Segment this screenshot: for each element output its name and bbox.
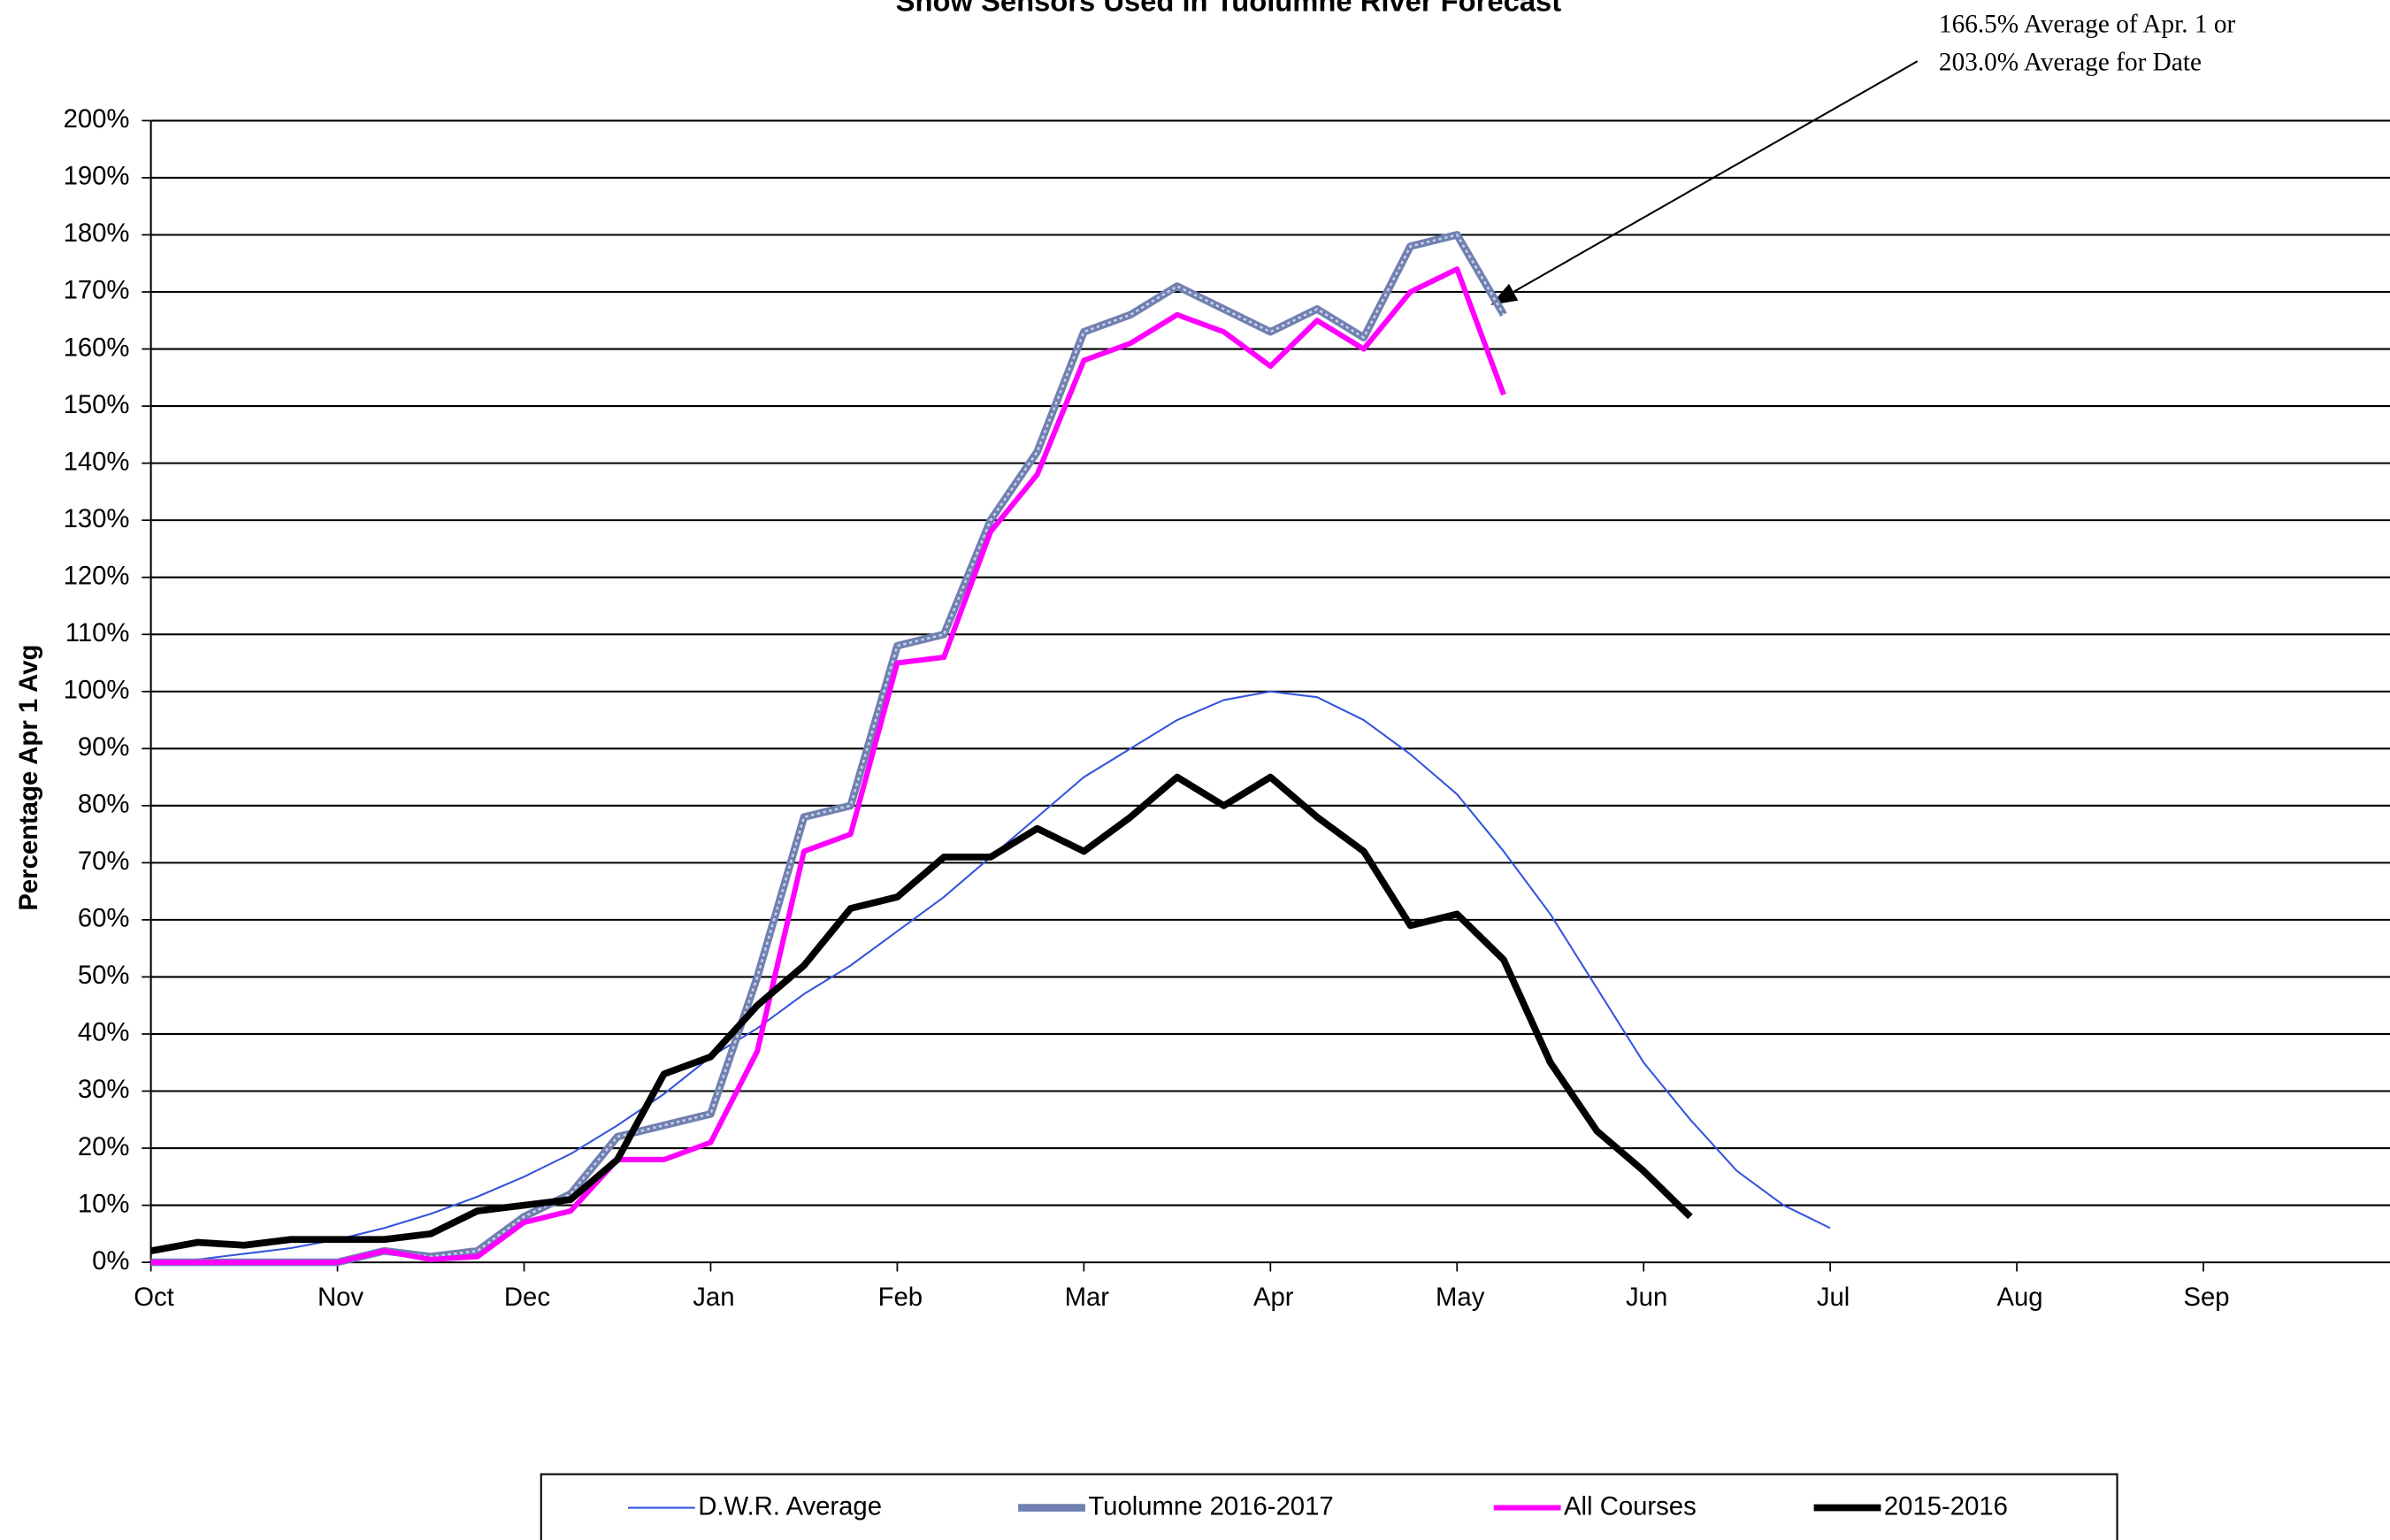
x-tick-label: Apr: [1253, 1283, 1294, 1312]
x-tick-label: Jun: [1626, 1283, 1667, 1312]
legend-label: Tuolumne 2016-2017: [1088, 1491, 1333, 1521]
legend-label: D.W.R. Average: [698, 1491, 882, 1521]
y-tick-label: 140%: [64, 447, 130, 476]
y-tick-label: 20%: [78, 1132, 130, 1161]
y-tick-label: 120%: [64, 561, 130, 590]
y-tick-label: 0%: [92, 1246, 129, 1276]
y-tick-label: 160%: [64, 333, 130, 362]
x-tick-label: Dec: [504, 1283, 550, 1312]
legend-label: 2015-2016: [1884, 1491, 2008, 1521]
y-tick-label: 80%: [78, 790, 130, 819]
series-line: [149, 773, 1693, 1255]
legend-label: All Courses: [1564, 1491, 1697, 1521]
x-tick-label: May: [1436, 1283, 1485, 1312]
y-tick-label: 10%: [78, 1189, 130, 1218]
annotation: 203.0% Average for Date: [1939, 48, 2202, 76]
y-axis-label: Percentage Apr 1 Avg: [14, 645, 43, 911]
x-tick-label: Feb: [878, 1283, 923, 1312]
y-tick-label: 200%: [64, 104, 130, 134]
y-tick-label: 150%: [64, 390, 130, 419]
annotation: 166.5% Average of Apr. 1 or: [1939, 10, 2236, 38]
x-tick-label: Jul: [1817, 1283, 1850, 1312]
x-tick-label: Mar: [1065, 1283, 1110, 1312]
y-tick-label: 40%: [78, 1018, 130, 1047]
y-tick-label: 130%: [64, 504, 130, 533]
y-tick-label: 190%: [64, 162, 130, 191]
x-tick-label: Jan: [693, 1283, 734, 1312]
y-tick-label: 50%: [78, 961, 130, 990]
y-tick-label: 60%: [78, 904, 130, 933]
y-tick-label: 90%: [78, 732, 130, 762]
series-line: [150, 266, 1506, 1266]
y-tick-label: 110%: [65, 618, 130, 647]
x-tick-label: Nov: [318, 1283, 364, 1312]
y-tick-label: 30%: [78, 1075, 130, 1104]
x-tick-label: Sep: [2183, 1283, 2229, 1312]
y-tick-label: 100%: [64, 675, 130, 704]
x-tick-label: Oct: [134, 1283, 174, 1312]
y-tick-label: 70%: [78, 847, 130, 876]
y-tick-label: 170%: [64, 276, 130, 305]
y-tick-label: 180%: [64, 218, 130, 248]
chart-title: Snow Sensors Used in Tuolumne River Fore…: [896, 0, 1562, 17]
x-tick-label: Aug: [1996, 1283, 2042, 1312]
